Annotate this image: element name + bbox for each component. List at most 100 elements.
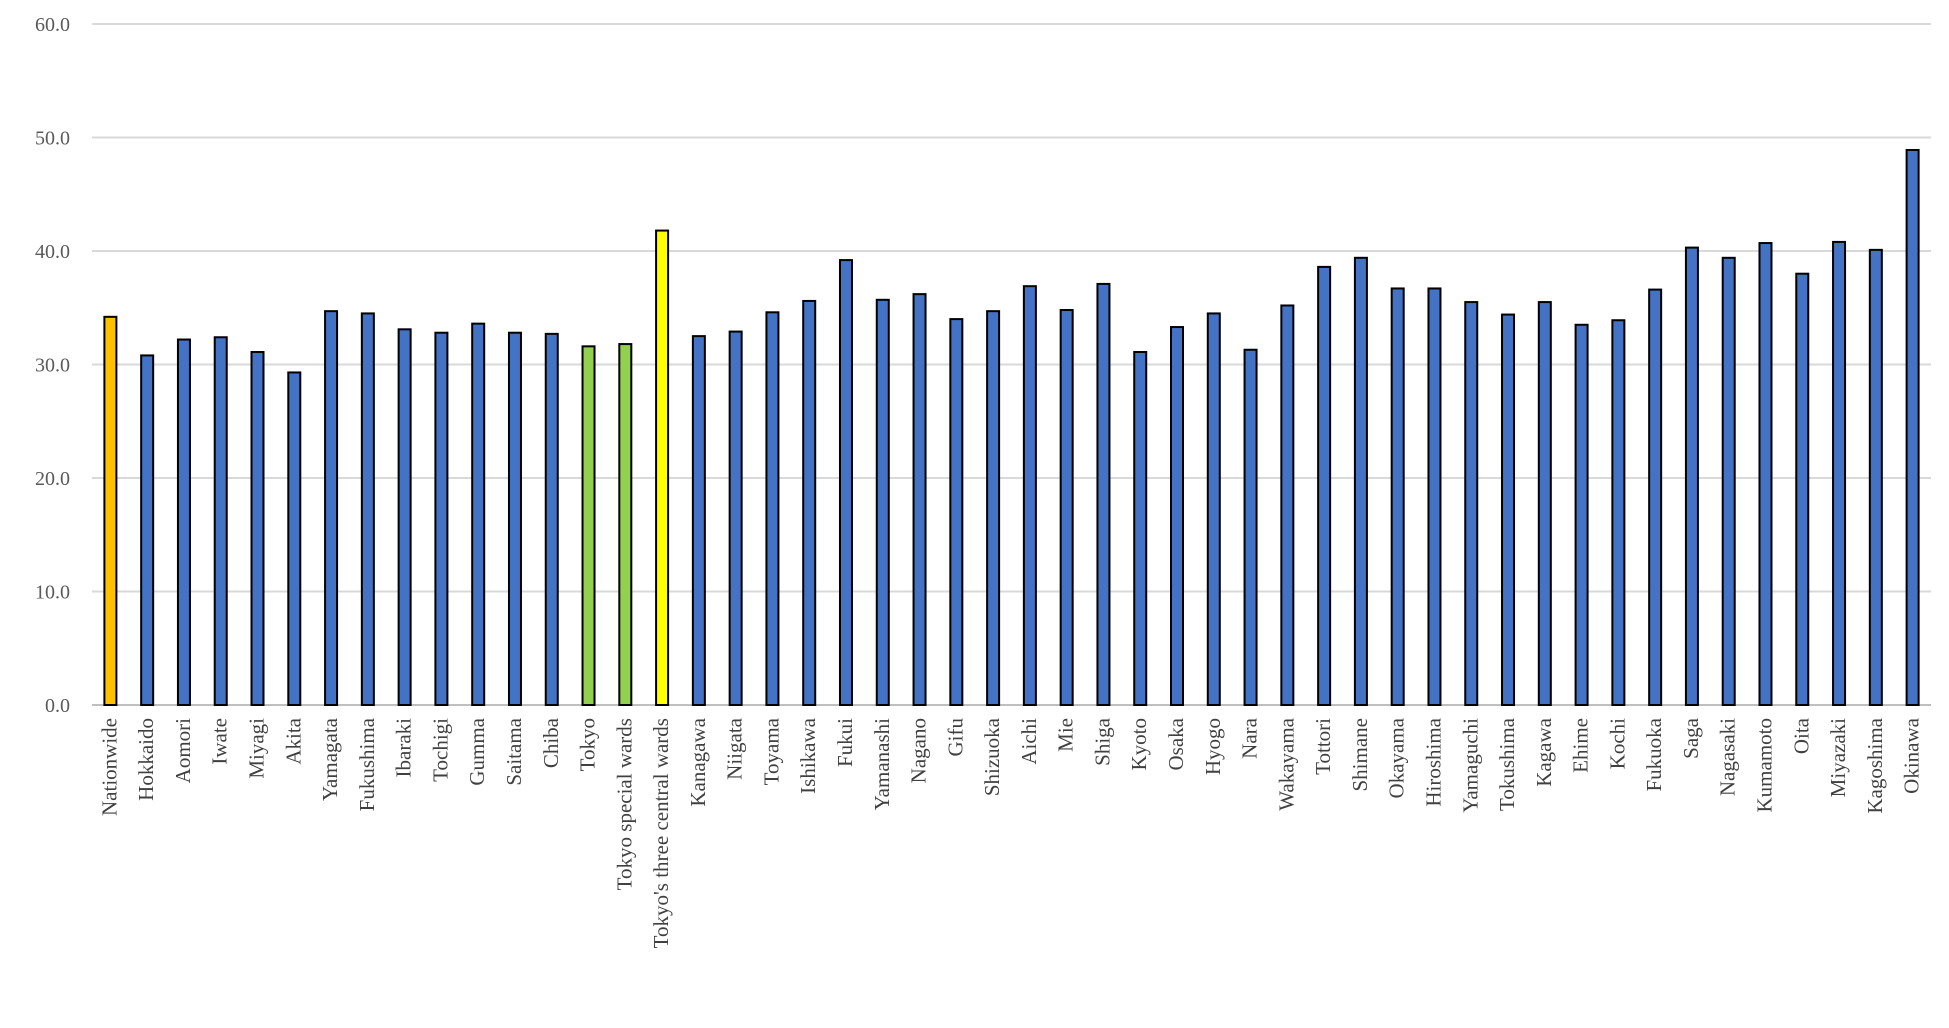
bar: [1427, 287, 1442, 706]
bar: [765, 311, 780, 706]
bar: [176, 338, 191, 706]
bar: [875, 298, 890, 706]
x-category-label: Kochi: [1605, 718, 1629, 769]
bar: [655, 229, 670, 706]
bar: [544, 332, 559, 706]
x-category-label: Shimane: [1348, 718, 1372, 792]
y-tick-label: 50.0: [35, 128, 70, 150]
x-category-label: Mie: [1054, 718, 1078, 752]
bar: [1832, 240, 1847, 706]
bar: [1611, 319, 1626, 706]
x-category-label: Nara: [1238, 717, 1262, 758]
x-category-label: Wakayama: [1274, 717, 1298, 810]
x-category-label: Okayama: [1385, 717, 1409, 798]
bar: [1721, 256, 1736, 706]
bar: [1353, 256, 1368, 706]
x-category-label: Ibaraki: [392, 718, 416, 778]
bar: [1684, 246, 1699, 706]
bar: [1648, 288, 1663, 706]
bar: [1868, 248, 1883, 707]
y-axis-tick-labels: 0.0 10.0 20.0 30.0 40.0 50.0 60.0: [35, 14, 70, 717]
bar: [1022, 285, 1037, 706]
bar: [1758, 242, 1773, 706]
bar: [728, 330, 743, 706]
x-category-label: Tochigi: [428, 718, 452, 782]
bar: [1280, 304, 1295, 706]
x-category-label: Oita: [1789, 717, 1813, 754]
bar: [581, 345, 596, 706]
x-category-label: Kanagawa: [686, 717, 710, 806]
x-category-label: Tokyo special wards: [612, 718, 636, 890]
x-category-label: Ishikawa: [796, 717, 820, 793]
x-category-label: Hokkaido: [134, 718, 158, 801]
bar: [360, 312, 375, 706]
bar: [507, 331, 522, 706]
bar: [324, 310, 339, 706]
x-category-label: Kagawa: [1532, 717, 1556, 786]
bar: [287, 371, 302, 706]
x-category-label: Yamanashi: [870, 718, 894, 811]
x-category-label: Toyama: [759, 717, 783, 785]
x-category-label: Saga: [1679, 717, 1703, 759]
x-category-label: Fukui: [833, 718, 857, 767]
bar: [1096, 282, 1111, 706]
bar: [1059, 309, 1074, 706]
bar: [1574, 323, 1589, 706]
bar: [912, 293, 927, 706]
x-category-label: Shizuoka: [980, 717, 1004, 796]
x-category-label: Hiroshima: [1421, 717, 1445, 806]
bar: [949, 318, 964, 706]
bar: [103, 315, 118, 706]
bar: [140, 354, 155, 706]
x-category-label: Iwate: [208, 718, 232, 765]
bar: [1170, 326, 1185, 706]
bars: [103, 148, 1920, 707]
x-category-label: Aichi: [1017, 718, 1041, 765]
bar: [250, 351, 265, 706]
x-category-label: Fukushima: [355, 717, 379, 811]
x-category-label: Miyazaki: [1826, 718, 1850, 797]
x-category-label: Aomori: [171, 718, 195, 783]
x-category-label: Miyagi: [245, 718, 269, 779]
x-category-label: Gifu: [943, 718, 967, 757]
y-tick-label: 20.0: [35, 468, 70, 490]
x-category-label: Hyogo: [1201, 718, 1225, 775]
y-tick-label: 60.0: [35, 14, 70, 36]
bar: [1537, 301, 1552, 706]
bar: [986, 310, 1001, 706]
bar: [471, 322, 486, 706]
x-category-label: Gumma: [465, 717, 489, 785]
bar: [213, 336, 228, 706]
x-category-label: Nagasaki: [1716, 718, 1740, 796]
x-category-label: Shiga: [1090, 717, 1114, 766]
bar: [691, 335, 706, 706]
x-category-label: Tokushima: [1495, 717, 1519, 811]
x-category-label: Akita: [281, 717, 305, 764]
x-category-label: Osaka: [1164, 717, 1188, 770]
bar: [1317, 265, 1332, 706]
bar: [434, 331, 449, 706]
x-category-label: Nagano: [907, 718, 931, 783]
x-category-label: Kumamoto: [1752, 718, 1776, 813]
y-tick-label: 30.0: [35, 355, 70, 377]
x-category-label: Tokyo: [576, 718, 600, 771]
bar: [1501, 313, 1516, 706]
x-category-label: Tottori: [1311, 718, 1335, 775]
x-category-label: Ehime: [1569, 718, 1593, 773]
bar: [618, 343, 633, 706]
x-category-label: Saitama: [502, 717, 526, 785]
x-category-label: Fukuoka: [1642, 717, 1666, 791]
y-tick-label: 0.0: [45, 695, 70, 717]
bar: [1243, 348, 1258, 706]
bar: [1133, 351, 1148, 706]
x-category-label: Tokyo's three central wards: [649, 718, 673, 948]
x-category-label: Kagoshima: [1863, 717, 1887, 813]
x-category-label: Okinawa: [1900, 717, 1924, 793]
bar: [1795, 272, 1810, 706]
x-category-label: Yamaguchi: [1458, 718, 1482, 813]
y-tick-label: 10.0: [35, 582, 70, 604]
bar: [838, 259, 853, 706]
x-category-label: Kyoto: [1127, 718, 1151, 771]
bar: [1206, 312, 1221, 706]
